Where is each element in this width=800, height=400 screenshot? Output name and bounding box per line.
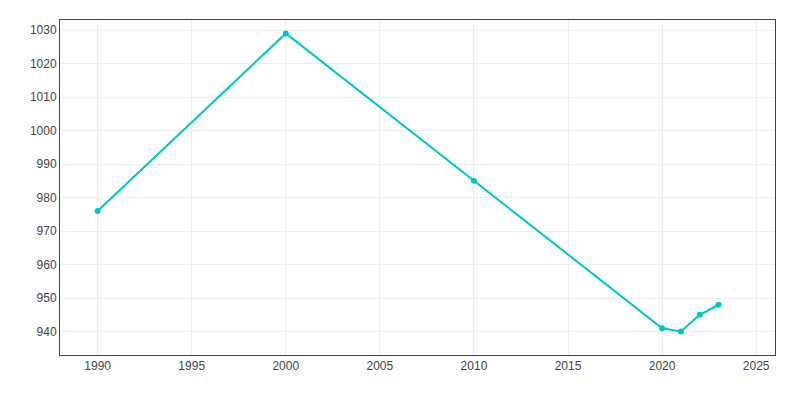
- svg-text:2015: 2015: [555, 359, 582, 373]
- svg-text:1995: 1995: [178, 359, 205, 373]
- svg-text:950: 950: [37, 291, 57, 305]
- svg-text:2010: 2010: [461, 359, 488, 373]
- svg-text:2005: 2005: [367, 359, 394, 373]
- svg-text:1000: 1000: [30, 124, 57, 138]
- svg-text:2020: 2020: [649, 359, 676, 373]
- svg-text:1010: 1010: [30, 90, 57, 104]
- svg-text:2025: 2025: [743, 359, 770, 373]
- svg-text:1990: 1990: [84, 359, 111, 373]
- svg-text:2000: 2000: [272, 359, 299, 373]
- svg-text:940: 940: [37, 325, 57, 339]
- svg-text:1020: 1020: [30, 57, 57, 71]
- svg-text:960: 960: [37, 258, 57, 272]
- svg-text:990: 990: [37, 157, 57, 171]
- svg-text:970: 970: [37, 224, 57, 238]
- svg-text:980: 980: [37, 191, 57, 205]
- svg-text:1030: 1030: [30, 23, 57, 37]
